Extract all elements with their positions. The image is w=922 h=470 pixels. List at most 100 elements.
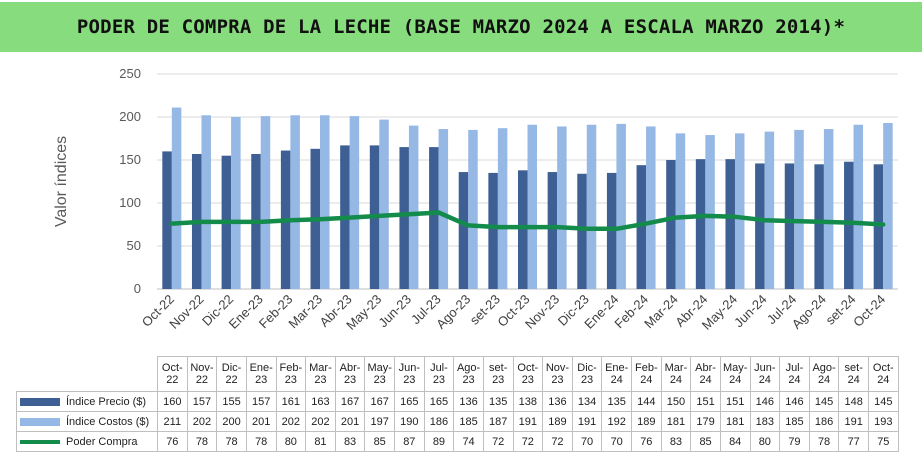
table-header-cell: set- 24 [838,356,869,392]
table-header-text: 24 [758,374,771,386]
table-cell: 202 [186,411,218,432]
table-cell: 189 [631,411,662,432]
table-cell: 151 [719,391,751,412]
table-header-text: set- [844,362,863,374]
table-header-text: May- [722,362,748,374]
table-cell: 136 [453,391,484,412]
x-tick-label: Mar-23 [285,292,325,332]
bar-costos [260,116,271,289]
table-header-text: May- [367,362,392,374]
bar-costos [379,119,389,289]
table-header-text: Ago- [812,362,836,374]
table-cell: 74 [453,431,484,452]
bar-precio [755,163,765,289]
table-cell: 135 [482,391,514,412]
table-header-text: 23 [521,374,534,386]
table-header-cell: Dic- 23 [571,356,603,392]
table-header-cell: Feb- 23 [275,356,307,392]
table-cell: 78 [216,431,247,452]
table-header-cell: Feb- 24 [631,356,662,392]
bar-precio [577,173,587,289]
legend-entry: Índice Precio ($) [16,391,158,412]
table-header-text: 24 [699,374,712,386]
table-cell: 146 [779,391,810,412]
table-cell: 83 [334,431,366,452]
bar-precio [666,160,676,289]
table-header-text: Mar- [664,362,688,374]
table-header-text: 24 [847,374,860,386]
table-header-cell: Abr- 24 [690,356,721,392]
bar-costos [557,126,567,290]
y-tick-label: 200 [119,109,141,124]
table-header-text: Mar- [309,362,332,374]
table-header-text: 24 [669,374,683,386]
x-tick-label: Mar-24 [641,292,681,332]
table-cell: 70 [571,431,603,452]
y-tick-label: 100 [119,195,141,210]
table-cell: 179 [690,411,721,432]
table-header-text: set- [489,362,508,374]
table-cell: 163 [305,391,336,412]
bar-costos [853,124,864,290]
table-header-text: 23 [492,374,505,386]
bar-costos [734,133,745,289]
table-cell: 191 [512,411,544,432]
bar-costos [468,129,478,289]
table-header-text: Oct- [872,362,894,374]
table-cell: 81 [305,431,336,452]
bar-costos [231,117,241,289]
legend-entry: Índice Costos ($) [16,411,158,432]
bar-costos [408,125,419,289]
table-cell: 202 [305,411,336,432]
bar-costos [171,107,182,289]
table-cell: 191 [838,411,869,432]
table-cell: 85 [690,431,721,452]
table-cell: 157 [245,391,277,412]
bar-costos [705,135,715,289]
table-cell: 89 [423,431,455,452]
table-header-text: 23 [403,374,416,386]
table-cell: 84 [719,431,751,452]
table-header-cell: Oct- 22 [157,356,188,392]
bar-precio [844,161,854,289]
bar-costos [646,126,656,290]
table-header-text: Jun- [754,362,776,374]
table-header-text: Dic- [221,362,242,374]
title-bar: PODER DE COMPRA DE LA LECHE (BASE MARZO … [0,2,922,52]
table-cell: 76 [631,431,662,452]
y-tick-label: 50 [127,238,141,253]
table-header-cell: Nov- 22 [186,356,218,392]
bar-costos [586,124,597,290]
table-cell: 135 [601,391,632,412]
table-cell: 134 [571,391,603,412]
bar-precio [725,159,735,289]
table-cell: 211 [157,411,188,432]
y-tick-label: 0 [134,281,141,296]
bar-costos [201,115,211,289]
table-cell: 185 [779,411,810,432]
table-cell: 79 [779,431,810,452]
table-header-text: Feb- [635,362,658,374]
bar-precio [814,164,824,289]
table-cell: 201 [245,411,277,432]
table-header-cell: set- 23 [482,356,514,392]
table-header-text: 23 [255,374,268,386]
table-header-cell: Ago- 23 [453,356,484,392]
table-cell: 145 [808,391,840,412]
table-cell: 83 [660,431,692,452]
table-cell: 80 [749,431,781,452]
table-cell: 167 [334,391,366,412]
table-header-text: Jul- [785,362,804,374]
table-header-cell: Jul- 23 [423,356,455,392]
bar-precio [873,164,884,289]
table-cell: 197 [364,411,395,432]
table-cell: 151 [690,391,721,412]
table-cell: 191 [571,411,603,432]
table-cell: 75 [868,431,899,452]
bar-precio [399,147,409,289]
table-header-cell: Jun- 23 [394,356,425,392]
table-row: Poder Compra 76 78 78 78 80 81 83 85 87 89 74 72 72 72… [16,431,899,452]
chart-title: PODER DE COMPRA DE LA LECHE (BASE MARZO … [76,16,846,38]
table-cell: 161 [275,391,307,412]
